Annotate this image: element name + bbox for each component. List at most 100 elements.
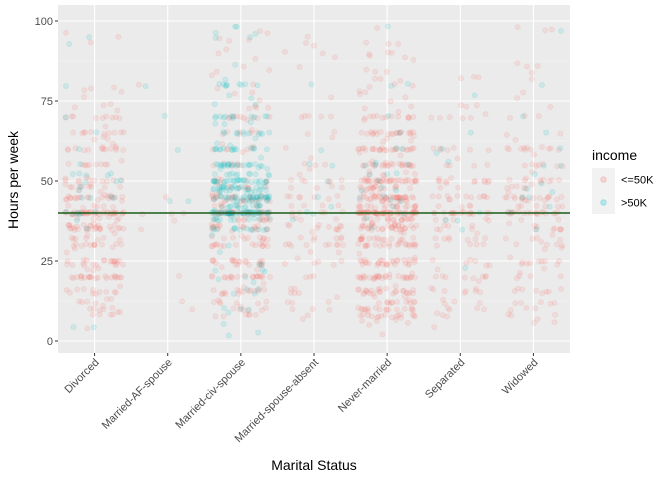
data-point: [307, 155, 315, 162]
data-point: [210, 226, 217, 233]
data-point: [80, 260, 87, 267]
data-point: [379, 176, 387, 183]
data-point: [261, 194, 268, 201]
data-point: [83, 225, 90, 232]
data-point: [408, 163, 415, 170]
data-point: [368, 313, 375, 320]
data-point: [533, 287, 540, 294]
data-point: [318, 147, 325, 154]
data-point: [245, 161, 252, 168]
data-point: [389, 299, 396, 306]
data-point: [394, 177, 401, 184]
data-point: [405, 114, 412, 121]
data-point: [401, 293, 408, 300]
data-point: [360, 275, 367, 282]
data-point: [389, 202, 396, 210]
data-point: [405, 130, 412, 137]
data-point: [395, 194, 403, 201]
data-point: [237, 204, 244, 211]
data-point: [406, 185, 414, 192]
data-point: [522, 185, 529, 192]
data-point: [446, 306, 453, 313]
data-point: [410, 290, 417, 297]
data-point: [385, 217, 392, 224]
data-point: [266, 215, 273, 222]
data-point: [249, 226, 256, 234]
data-point: [62, 175, 69, 182]
data-point: [397, 198, 404, 205]
data-point: [211, 145, 218, 152]
data-point: [526, 194, 533, 201]
data-point: [311, 194, 318, 201]
data-point: [298, 114, 305, 121]
data-point: [357, 274, 364, 282]
data-point: [519, 113, 527, 120]
data-point: [110, 177, 117, 184]
data-point: [384, 135, 391, 142]
data-point: [118, 157, 125, 164]
data-point: [396, 240, 403, 248]
data-point: [369, 130, 376, 137]
data-point: [213, 223, 220, 230]
data-point: [357, 183, 364, 190]
data-point: [519, 259, 526, 266]
data-point: [442, 217, 449, 224]
data-point: [247, 194, 254, 202]
data-point: [461, 289, 468, 296]
data-point: [221, 178, 228, 185]
data-point: [231, 217, 238, 224]
data-point: [210, 196, 217, 203]
data-point: [266, 216, 273, 224]
data-point: [225, 194, 232, 201]
data-point: [104, 172, 111, 179]
data-point: [384, 298, 391, 305]
data-point: [220, 183, 227, 190]
data-point: [225, 161, 232, 168]
data-point: [210, 257, 217, 264]
data-point: [226, 195, 233, 202]
data-point: [292, 215, 299, 222]
data-point: [393, 288, 400, 295]
data-point: [382, 273, 389, 281]
data-point: [557, 273, 564, 280]
data-point: [429, 193, 436, 200]
data-point: [261, 241, 268, 248]
data-point: [514, 60, 521, 67]
data-point: [92, 290, 99, 298]
data-point: [361, 306, 368, 313]
data-point: [334, 241, 341, 248]
data-point: [373, 178, 380, 185]
data-point: [254, 266, 261, 273]
data-point: [325, 223, 332, 231]
data-point: [213, 226, 220, 233]
data-point: [215, 276, 222, 283]
data-point: [260, 280, 267, 287]
data-point: [463, 193, 470, 200]
data-point: [337, 222, 344, 229]
data-point: [288, 242, 295, 249]
data-point: [364, 241, 371, 248]
data-point: [538, 81, 546, 89]
data-point: [359, 236, 366, 243]
data-point: [224, 161, 231, 168]
data-point: [521, 162, 529, 169]
data-point: [63, 196, 70, 203]
data-point: [532, 226, 539, 233]
data-point: [229, 257, 236, 264]
data-point: [388, 146, 395, 153]
data-point: [333, 241, 340, 248]
data-point: [538, 238, 545, 245]
data-point: [557, 236, 564, 243]
data-point: [386, 300, 393, 307]
data-point: [399, 223, 406, 230]
data-point: [444, 147, 451, 154]
data-point: [362, 162, 369, 169]
data-point: [467, 114, 474, 122]
data-point: [241, 216, 248, 223]
data-point: [249, 273, 256, 281]
data-point: [433, 242, 440, 249]
data-point: [384, 162, 391, 170]
data-point: [135, 81, 142, 88]
data-point: [409, 145, 416, 152]
data-point: [522, 175, 530, 182]
